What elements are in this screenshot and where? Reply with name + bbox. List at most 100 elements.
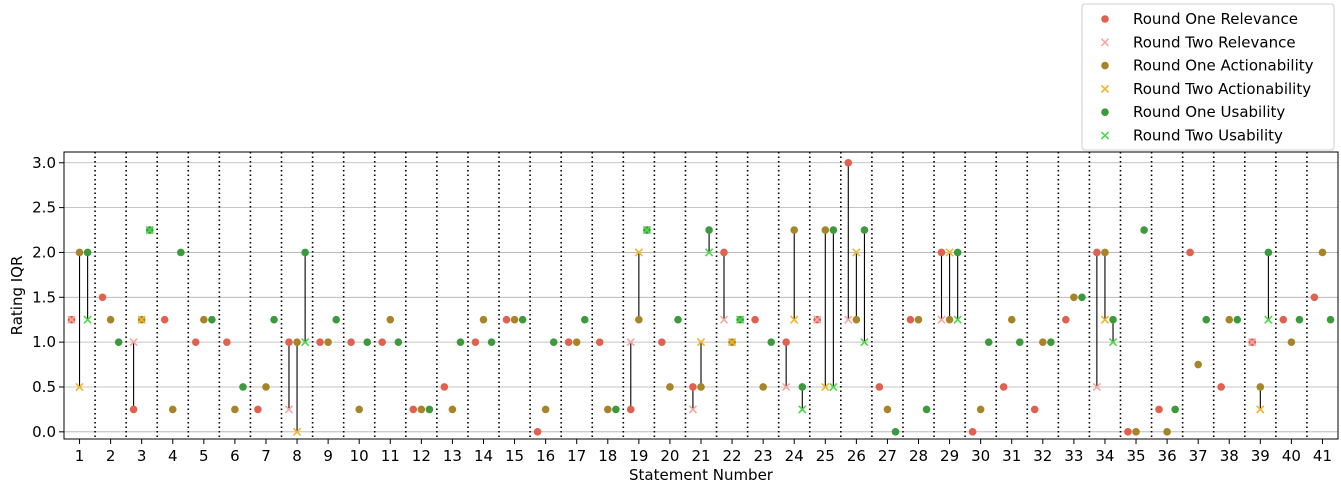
point	[1140, 226, 1148, 234]
cross-point	[137, 315, 146, 324]
point	[860, 226, 869, 234]
cross-point	[129, 337, 138, 347]
x-tick-label: 9	[323, 447, 333, 465]
point	[1061, 315, 1070, 324]
point	[262, 383, 270, 391]
point	[1016, 338, 1024, 346]
cross-point	[945, 248, 954, 257]
category-dividers	[94, 152, 1308, 439]
x-tick-label: 15	[505, 447, 524, 465]
point	[1132, 428, 1140, 436]
point	[844, 158, 853, 167]
cross-point-stroke	[1092, 382, 1102, 392]
cross-point	[781, 382, 791, 392]
x-tick-label: 3	[137, 447, 147, 465]
cross-point	[75, 382, 84, 392]
point	[114, 338, 123, 346]
legend-marker	[1101, 61, 1109, 70]
y-tick-label: 0.0	[32, 423, 56, 441]
x-tick-label: 18	[598, 447, 617, 465]
point	[580, 315, 589, 324]
cross-point-stroke	[1108, 337, 1118, 347]
point	[1295, 315, 1304, 324]
point	[1007, 315, 1016, 324]
point	[254, 405, 262, 414]
cross-point	[1256, 405, 1265, 414]
cross-point	[696, 337, 706, 347]
point	[223, 338, 231, 346]
x-tick-label: 19	[629, 447, 648, 465]
point	[759, 383, 767, 391]
change-stems	[78, 162, 1269, 432]
cross-point-stroke	[781, 382, 791, 392]
point	[1202, 315, 1211, 324]
point	[285, 338, 293, 346]
point	[394, 338, 403, 346]
cross-point-stroke	[292, 427, 302, 436]
cross-point-stroke	[937, 315, 946, 324]
point	[1287, 338, 1296, 346]
point	[479, 315, 488, 324]
point	[720, 248, 728, 257]
x-tick-label: 7	[261, 447, 271, 465]
point	[502, 315, 511, 324]
cross-point-stroke	[1264, 315, 1273, 324]
point	[386, 315, 395, 324]
x-tick-label: 32	[1033, 447, 1052, 465]
point	[168, 405, 177, 414]
point	[595, 338, 604, 346]
cross-point	[688, 405, 698, 414]
point	[1264, 248, 1273, 257]
grid-lines	[64, 162, 1338, 433]
point	[324, 338, 332, 346]
point	[1186, 248, 1194, 257]
point	[1217, 383, 1225, 391]
cross-point-stroke	[852, 248, 861, 257]
cross-point-stroke	[83, 315, 92, 324]
point	[355, 405, 363, 414]
cross-point-stroke	[1100, 315, 1110, 324]
y-axis-label: Rating IQR	[8, 256, 26, 336]
point	[1078, 293, 1086, 302]
point	[347, 338, 355, 346]
y-axis-ticks: 0.0 0.5 1.0 1.5 2.0 2.5 3.0	[32, 154, 64, 441]
cross-point	[829, 382, 838, 392]
cross-point	[798, 405, 807, 414]
legend-entry: Round One Relevance	[1133, 10, 1298, 28]
y-tick-label: 2.0	[32, 243, 56, 261]
point	[75, 248, 84, 257]
data-points	[67, 158, 1335, 436]
cross-point-stroke	[129, 337, 138, 347]
point	[1318, 248, 1327, 257]
y-tick-label: 1.0	[32, 333, 56, 351]
x-tick-label: 26	[847, 447, 866, 465]
cross-point-stroke	[145, 225, 154, 235]
point	[1225, 315, 1234, 324]
legend-entry: Round Two Relevance	[1133, 33, 1296, 51]
point	[914, 315, 923, 324]
point	[1093, 248, 1101, 257]
point	[852, 315, 861, 324]
legend-marker	[1100, 131, 1110, 140]
legend-entry: Round One Actionability	[1133, 57, 1314, 75]
cross-point-stroke	[790, 315, 799, 324]
cross-point	[813, 315, 822, 324]
point	[316, 338, 324, 346]
cross-point-stroke	[688, 405, 698, 414]
cross-point	[719, 315, 729, 324]
point	[891, 428, 900, 436]
cross-point	[1248, 337, 1257, 347]
point	[906, 315, 915, 324]
x-axis-label: Statement Number	[629, 466, 774, 484]
point	[612, 405, 620, 414]
point	[603, 405, 612, 414]
point	[177, 248, 185, 257]
point	[487, 338, 496, 346]
x-tick-label: 10	[350, 447, 369, 465]
point	[883, 405, 892, 414]
x-tick-label: 21	[691, 447, 710, 465]
cross-point	[145, 225, 154, 235]
point	[1279, 315, 1288, 324]
point	[798, 383, 807, 391]
point	[518, 315, 527, 324]
